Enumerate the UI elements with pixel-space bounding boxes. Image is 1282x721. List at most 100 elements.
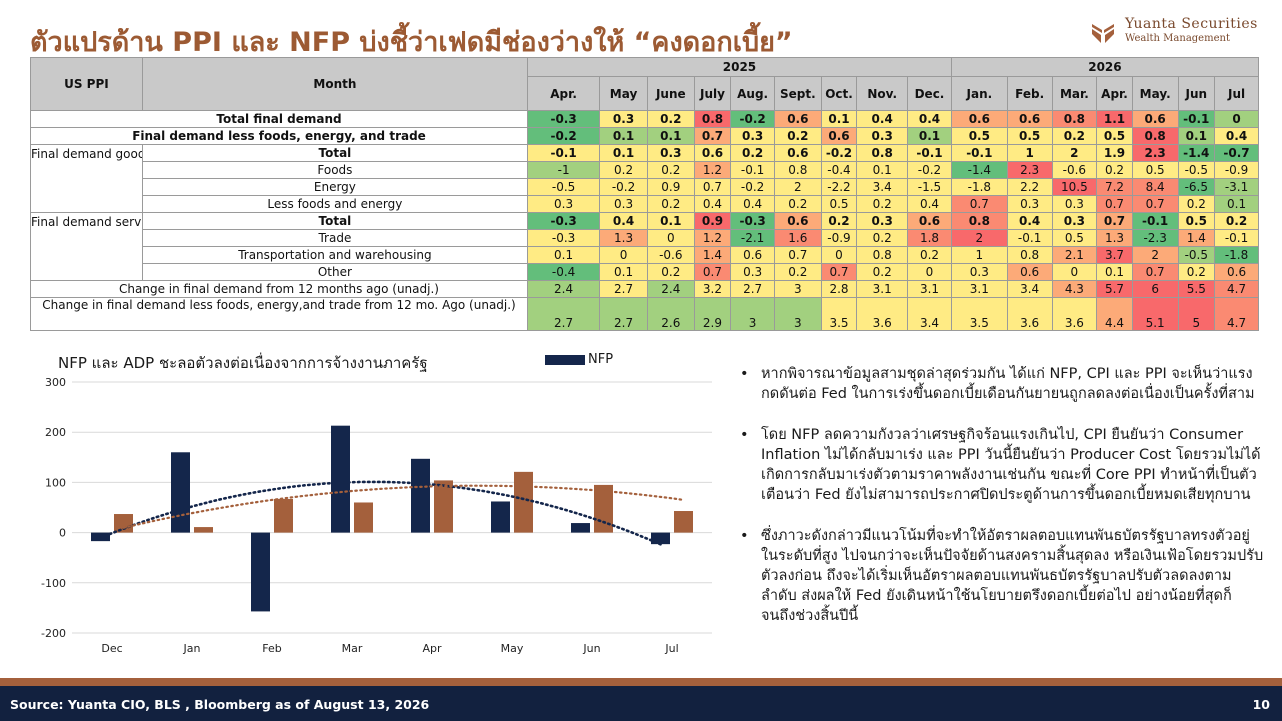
bar-series-2 (194, 527, 213, 533)
ppi-value-cell: 3 (773, 297, 822, 331)
ppi-value-cell: -3.1 (1214, 178, 1259, 196)
ppi-value-cell: 2.2 (1006, 178, 1053, 196)
ppi-value-cell: -0.6 (1051, 161, 1098, 179)
ppi-value-cell: 1.4 (1177, 229, 1216, 247)
ppi-value-cell: 2.8 (820, 280, 858, 298)
ppi-value-cell: -0.1 (907, 144, 952, 162)
ppi-value-cell: 0.2 (599, 161, 648, 179)
ppi-value-cell: -0.2 (907, 161, 952, 179)
ppi-value-cell: 0.6 (1006, 110, 1053, 128)
ppi-value-cell: 0.6 (773, 144, 822, 162)
ppi-value-cell: 5.7 (1096, 280, 1133, 298)
ppi-value-cell: 0.4 (693, 195, 732, 213)
ppi-value-cell: 0.5 (950, 127, 1008, 145)
ppi-value-cell: 0 (646, 229, 695, 247)
chart-legend: NFP (545, 352, 613, 367)
ppi-value-cell: 2 (773, 178, 822, 196)
ppi-value-cell: 3.7 (1096, 246, 1133, 264)
ppi-value-cell: 0.1 (646, 127, 695, 145)
x-tick-label: Jun (582, 642, 600, 655)
ppi-value-cell: 0.5 (1177, 212, 1216, 230)
ppi-value-cell: 0.2 (1177, 263, 1216, 281)
ppi-value-cell: 0.3 (599, 110, 648, 128)
brand-subtitle: Wealth Management (1125, 33, 1230, 44)
ppi-value-cell: 0.8 (856, 246, 909, 264)
ppi-value-cell: 0.8 (1131, 127, 1179, 145)
bar-series-2 (354, 502, 373, 533)
ppi-value-cell: 1 (950, 246, 1008, 264)
table-row: Final demand servicesTotal-0.30.40.10.9-… (30, 212, 1259, 281)
bullet-marker: • (740, 528, 749, 544)
ppi-value-cell: 0.6 (773, 110, 822, 128)
ppi-value-cell: 2.4 (646, 280, 695, 298)
x-tick-label: May (501, 642, 524, 655)
trendline-nfp (99, 480, 662, 546)
ppi-value-cell: 0.1 (599, 127, 648, 145)
ppi-value-cell: 5 (1177, 297, 1216, 331)
y-tick-label: -100 (41, 577, 66, 590)
brand-logo: Yuanta Securities Wealth Management (1090, 16, 1270, 48)
ppi-value-cell: 0 (1051, 263, 1098, 281)
ppi-value-cell: 0.2 (646, 263, 695, 281)
ppi-value-cell: 3.1 (907, 280, 952, 298)
ppi-value-cell: 2.7 (730, 280, 775, 298)
bar-series-2 (274, 498, 293, 533)
header-month-cell: July (693, 76, 732, 111)
ppi-value-cell: 0.3 (950, 263, 1008, 281)
commentary-list: • หากพิจารณาข้อมูลสามชุดล่าสุดร่วมกัน ได้… (740, 364, 1265, 647)
header-month-cell: Jan. (950, 76, 1008, 111)
commentary-text: โดย NFP ลดความกังวลว่าเศรษฐกิจร้อนแรงเกิ… (761, 427, 1261, 503)
ppi-value-cell: 4.7 (1214, 280, 1259, 298)
brand-name: Yuanta Securities (1125, 16, 1258, 32)
commentary-item: • ซึ่งภาวะดังกล่าวมีแนวโน้มที่จะทำให้อัตร… (740, 526, 1265, 626)
ppi-value-cell: 0.3 (1051, 212, 1098, 230)
row-label: Energy (141, 178, 529, 196)
ppi-value-cell: 2.7 (599, 297, 648, 331)
footer-bar: Source: Yuanta CIO, BLS , Bloomberg as o… (0, 686, 1282, 721)
ppi-value-cell: 0.3 (527, 195, 601, 213)
row-label: Other (141, 263, 529, 281)
ppi-value-cell: 10.5 (1051, 178, 1098, 196)
y-tick-label: 200 (45, 426, 66, 439)
group-label-goods: Final demand goods (30, 144, 143, 213)
ppi-value-cell: 0.5 (1096, 127, 1133, 145)
ppi-value-cell: 0.2 (820, 212, 858, 230)
ppi-value-cell: 0.8 (950, 212, 1008, 230)
bar-nfp (331, 425, 350, 533)
y-tick-label: 100 (45, 476, 66, 489)
ppi-value-cell: -0.3 (527, 229, 601, 247)
ppi-value-cell: -0.2 (730, 110, 775, 128)
ppi-value-cell: 2 (1051, 144, 1098, 162)
header-month-cell: Dec. (907, 76, 952, 111)
header-month-cell: Sept. (773, 76, 822, 111)
ppi-value-cell: 5.1 (1131, 297, 1179, 331)
ppi-value-cell: 0.1 (599, 263, 648, 281)
ppi-value-cell: 0.5 (820, 195, 858, 213)
ppi-value-cell: -0.6 (646, 246, 695, 264)
ppi-value-cell: -0.5 (1177, 246, 1216, 264)
row-label: Trade (141, 229, 529, 247)
x-tick-label: Feb (262, 642, 281, 655)
ppi-value-cell: 0.3 (856, 212, 909, 230)
ppi-value-cell: -0.1 (1006, 229, 1053, 247)
ppi-value-cell: 5.5 (1177, 280, 1216, 298)
group-label-services: Final demand services (30, 212, 143, 281)
table-row: Final demand less foods, energy, and tra… (29, 127, 1259, 145)
ppi-value-cell: -1 (527, 161, 601, 179)
ppi-value-cell: -2.2 (820, 178, 858, 196)
table-row: Trade -0.3 1.3 0 1.2 -2.1 1.6 -0.9 0.2 1.8 2 -0.1 0.… (31, 229, 1259, 247)
ppi-value-cell: 0.9 (646, 178, 695, 196)
ppi-value-cell: 1 (1006, 144, 1053, 162)
bar-nfp (171, 452, 190, 533)
ppi-value-cell: -0.9 (820, 229, 858, 247)
ppi-value-cell: 0.2 (856, 229, 909, 247)
ppi-value-cell: 0.5 (1131, 161, 1179, 179)
ppi-value-cell: -0.3 (527, 110, 601, 128)
ppi-value-cell: 0.2 (907, 246, 952, 264)
ppi-value-cell: 1.2 (693, 229, 732, 247)
ppi-value-cell: 2.7 (527, 297, 601, 331)
ppi-value-cell: 3.6 (1006, 297, 1053, 331)
ppi-value-cell: 0.3 (599, 195, 648, 213)
ppi-table: US PPI Month 2025 2026 Apr. May June July Au… (29, 57, 1260, 331)
ppi-value-cell: 0.7 (820, 263, 858, 281)
